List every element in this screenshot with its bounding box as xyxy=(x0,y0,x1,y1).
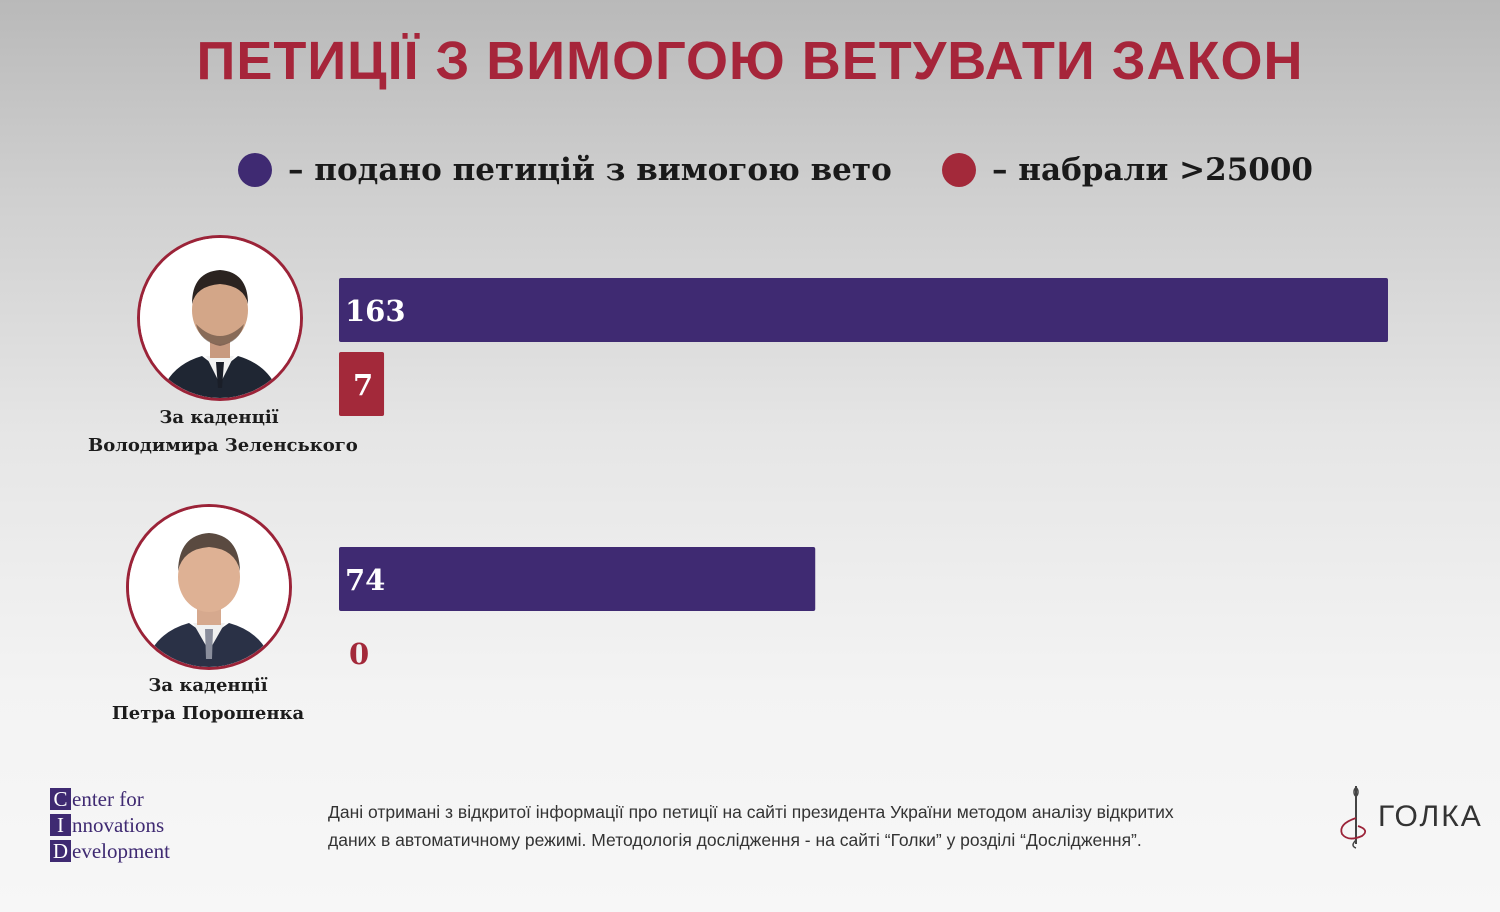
source-note: Дані отримані з відкритої інформації про… xyxy=(328,798,1288,854)
legend-dot-over-25000 xyxy=(942,153,976,187)
legend-label-submitted: – подано петицій з вимогою вето xyxy=(288,152,892,188)
legend-dot-submitted xyxy=(238,153,272,187)
source-note-line1: Дані отримані з відкритої інформації про… xyxy=(328,802,1174,822)
portrait-poroshenko xyxy=(126,504,292,670)
bar-submitted-1 xyxy=(339,547,816,611)
caption-line2: Петра Порошенка xyxy=(111,703,305,724)
legend-label-over-25000: – набрали >25000 xyxy=(992,152,1313,188)
caption-line2: Володимира Зеленського xyxy=(88,435,358,456)
portrait-zelensky xyxy=(137,235,303,401)
source-note-line2: даних в автоматичному режимі. Методологі… xyxy=(328,830,1142,850)
chart-legend: – подано петицій з вимогою вето – набрал… xyxy=(0,145,1500,195)
data-label-over-25000-0: 7 xyxy=(353,368,373,402)
bar-submitted-0 xyxy=(339,278,1388,342)
caption-zelensky: За каденції Володимира Зеленського xyxy=(88,404,358,460)
caption-poroshenko: За каденції Петра Порошенка xyxy=(78,672,338,728)
caption-line1: За каденції xyxy=(148,675,268,696)
data-label-submitted-0: 163 xyxy=(345,294,406,328)
data-label-submitted-1: 74 xyxy=(345,563,385,597)
bar-over-25000-0 xyxy=(339,352,385,416)
cid-letter: D xyxy=(50,840,71,862)
cid-word: enter for xyxy=(72,786,144,811)
legend-item-over-25000: – набрали >25000 xyxy=(942,145,1313,195)
data-label-over-25000-1: 0 xyxy=(349,637,369,671)
caption-line1: За каденції xyxy=(159,407,279,428)
person-icon xyxy=(129,507,289,667)
cid-letter: I xyxy=(50,814,71,836)
brand-name: ГОЛКА xyxy=(1378,800,1483,833)
legend-item-submitted: – подано петицій з вимогою вето xyxy=(238,145,892,195)
cid-word: evelopment xyxy=(72,838,170,863)
golka-logo: ГОЛКА xyxy=(1336,784,1483,850)
cid-letter: C xyxy=(50,788,71,810)
person-icon xyxy=(140,238,300,398)
page-title: ПЕТИЦІЇ З ВИМОГОЮ ВЕТУВАТИ ЗАКОН xyxy=(196,31,1304,91)
needle-icon xyxy=(1340,786,1367,849)
cid-word: nnovations xyxy=(72,812,165,837)
